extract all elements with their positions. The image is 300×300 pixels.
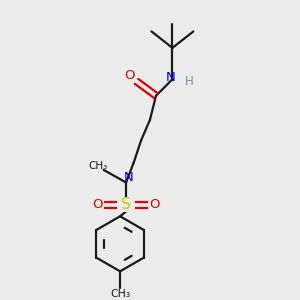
Text: S: S [121, 197, 131, 212]
Text: H: H [184, 75, 193, 88]
Text: N: N [124, 172, 134, 184]
Text: O: O [125, 70, 135, 83]
Text: CH₃: CH₃ [110, 289, 130, 299]
Text: O: O [149, 198, 159, 212]
Bar [148, 199, 160, 211]
Text: O: O [93, 198, 103, 212]
Text: N: N [166, 71, 176, 84]
Text: CH₃: CH₃ [88, 161, 108, 171]
Bar [117, 198, 135, 212]
Bar [93, 199, 104, 211]
